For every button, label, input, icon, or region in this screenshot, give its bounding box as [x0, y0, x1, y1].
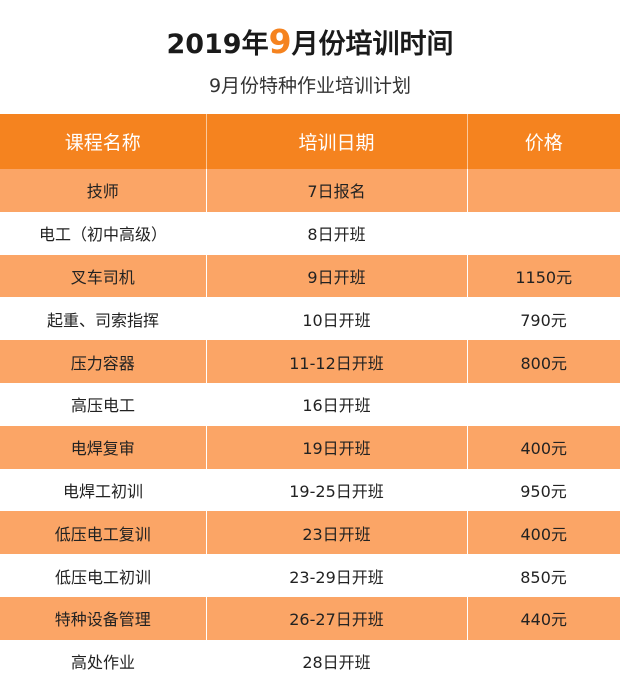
- cell-price: [467, 383, 620, 426]
- cell-price: 790元: [520, 310, 567, 330]
- cell-course: 电焊工初训: [62, 481, 143, 501]
- cell-date: 23-29日开班: [289, 567, 384, 587]
- training-schedule-table: 课程名称 培训日期 价格 技师 7日报名 电工（初中高级） 8日开班 叉车司机 …: [0, 114, 620, 683]
- cell-course: 压力容器: [0, 340, 207, 383]
- cell-price: 950元: [520, 481, 567, 501]
- cell-price: 400元: [520, 439, 568, 459]
- table-row: 电焊复审 19日开班 400元: [0, 425, 620, 469]
- table-row: 叉车司机 9日开班 1150元: [0, 254, 620, 298]
- cell-date: 26-27日开班: [206, 596, 468, 640]
- table-row: 电工（初中高级） 8日开班: [0, 211, 620, 255]
- cell-price: [467, 169, 620, 212]
- table-row: 高处作业 28日开班: [0, 639, 620, 683]
- cell-course: 高处作业: [70, 653, 135, 673]
- cell-course: 叉车司机: [0, 254, 207, 298]
- cell-date: 11-12日开班: [206, 340, 468, 383]
- cell-course: 电工（初中高级）: [38, 225, 167, 245]
- cell-course: 高压电工: [70, 396, 135, 416]
- cell-course: 低压电工复训: [0, 511, 207, 555]
- table-row: 电焊工初训 19-25日开班 950元: [0, 468, 620, 512]
- page-subtitle: 9月份特种作业培训计划: [208, 75, 412, 97]
- table-row: 压力容器 11-12日开班 800元: [0, 340, 620, 383]
- cell-price: 440元: [520, 610, 568, 630]
- title-month-highlight: 9: [268, 22, 292, 61]
- cell-date: 28日开班: [302, 653, 371, 673]
- cell-price: 800元: [520, 353, 568, 373]
- table-row: 高压电工 16日开班: [0, 382, 620, 426]
- cell-date: 19日开班: [206, 425, 468, 469]
- table-row: 低压电工复训 23日开班 400元: [0, 511, 620, 555]
- cell-price: 1150元: [515, 267, 573, 287]
- title-year: 2019年: [166, 29, 269, 60]
- title-suffix: 月份培训时间: [291, 29, 454, 60]
- cell-course: 电焊复审: [0, 425, 207, 469]
- table-row: 特种设备管理 26-27日开班 440元: [0, 596, 620, 640]
- cell-date: 8日开班: [307, 225, 366, 245]
- cell-price: [467, 640, 620, 683]
- table-row: 技师 7日报名: [0, 169, 620, 212]
- header-course-name: 课程名称: [0, 114, 207, 169]
- cell-date: 16日开班: [302, 396, 371, 416]
- cell-price: [467, 212, 620, 255]
- cell-course: 特种设备管理: [0, 596, 207, 640]
- cell-date: 7日报名: [206, 169, 468, 212]
- table-header-row: 课程名称 培训日期 价格: [0, 114, 620, 169]
- table-row: 起重、司索指挥 10日开班 790元: [0, 297, 620, 341]
- cell-date: 19-25日开班: [289, 481, 384, 501]
- cell-price: 850元: [520, 567, 567, 587]
- header-training-date: 培训日期: [206, 114, 468, 169]
- page-title: 2019年9月份培训时间: [0, 22, 620, 65]
- cell-date: 10日开班: [302, 310, 371, 330]
- cell-course: 低压电工初训: [54, 567, 151, 587]
- header-price: 价格: [524, 132, 563, 154]
- cell-date: 9日开班: [206, 254, 468, 298]
- cell-date: 23日开班: [206, 511, 468, 555]
- cell-course: 技师: [0, 169, 207, 212]
- cell-price: 400元: [520, 524, 568, 544]
- cell-course: 起重、司索指挥: [46, 310, 159, 330]
- table-row: 低压电工初训 23-29日开班 850元: [0, 554, 620, 597]
